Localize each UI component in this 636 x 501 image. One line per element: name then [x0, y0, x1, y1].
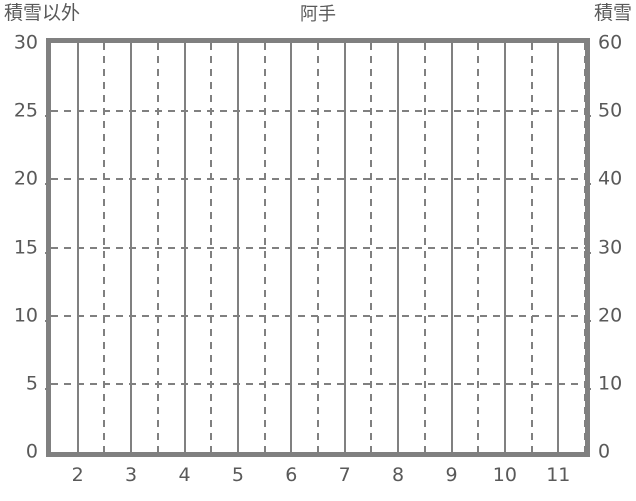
- tick-mark-left: [45, 115, 51, 118]
- left-axis-tick-label: 10: [13, 304, 38, 327]
- right-axis-title: 積雪: [593, 2, 632, 24]
- tick-mark-right: [585, 115, 591, 118]
- tick-mark-left: [45, 387, 51, 390]
- x-axis-tick-label: 8: [392, 464, 405, 486]
- x-axis-tick-label: 5: [231, 464, 244, 486]
- tick-mark-right: [585, 319, 591, 322]
- gridline-horizontal: [51, 178, 585, 181]
- chart-title: 阿手: [300, 4, 336, 25]
- tick-mark-right: [585, 387, 591, 390]
- right-axis-tick-label: 0: [598, 440, 611, 463]
- x-axis-tick-labels: 2 3 4 5 6 7 8 9 10 11: [46, 466, 590, 496]
- left-axis-title: 積雪以外: [4, 2, 81, 24]
- gridline-horizontal: [51, 382, 585, 385]
- plot-grid-container: [51, 43, 585, 452]
- x-axis-tick-label: 6: [285, 464, 298, 486]
- plot-area: [45, 38, 591, 457]
- right-axis-tick-label: 30: [598, 236, 623, 258]
- tick-mark-left: [45, 319, 51, 322]
- x-axis-tick-label: 3: [125, 464, 138, 486]
- left-axis-tick-label: 20: [13, 167, 38, 190]
- x-axis-tick-label: 9: [445, 464, 458, 486]
- right-axis-tick-label: 40: [598, 167, 623, 190]
- right-axis-tick-label: 20: [598, 304, 623, 327]
- x-axis-tick-label: 10: [492, 464, 517, 486]
- tick-mark-left: [45, 183, 51, 186]
- left-axis-tick-label: 0: [25, 440, 38, 463]
- gridline-horizontal: [51, 314, 585, 317]
- left-axis-tick-label: 5: [25, 372, 38, 395]
- tick-mark-right: [585, 183, 591, 186]
- left-axis-tick-label: 25: [13, 99, 38, 122]
- x-axis-tick-label: 2: [71, 464, 84, 486]
- x-axis-tick-label: 11: [546, 464, 571, 486]
- right-axis-tick-label: 10: [598, 372, 623, 395]
- right-axis-tick-label: 50: [598, 99, 623, 122]
- right-axis-tick-label: 60: [598, 31, 623, 54]
- x-axis-tick-label: 7: [338, 464, 351, 486]
- left-axis-tick-label: 15: [13, 236, 38, 258]
- x-axis-tick-label: 4: [178, 464, 191, 486]
- gridline-horizontal: [51, 110, 585, 113]
- gridline-horizontal: [51, 246, 585, 249]
- tick-mark-left: [45, 251, 51, 254]
- left-axis-tick-label: 30: [13, 31, 38, 54]
- tick-mark-right: [585, 251, 591, 254]
